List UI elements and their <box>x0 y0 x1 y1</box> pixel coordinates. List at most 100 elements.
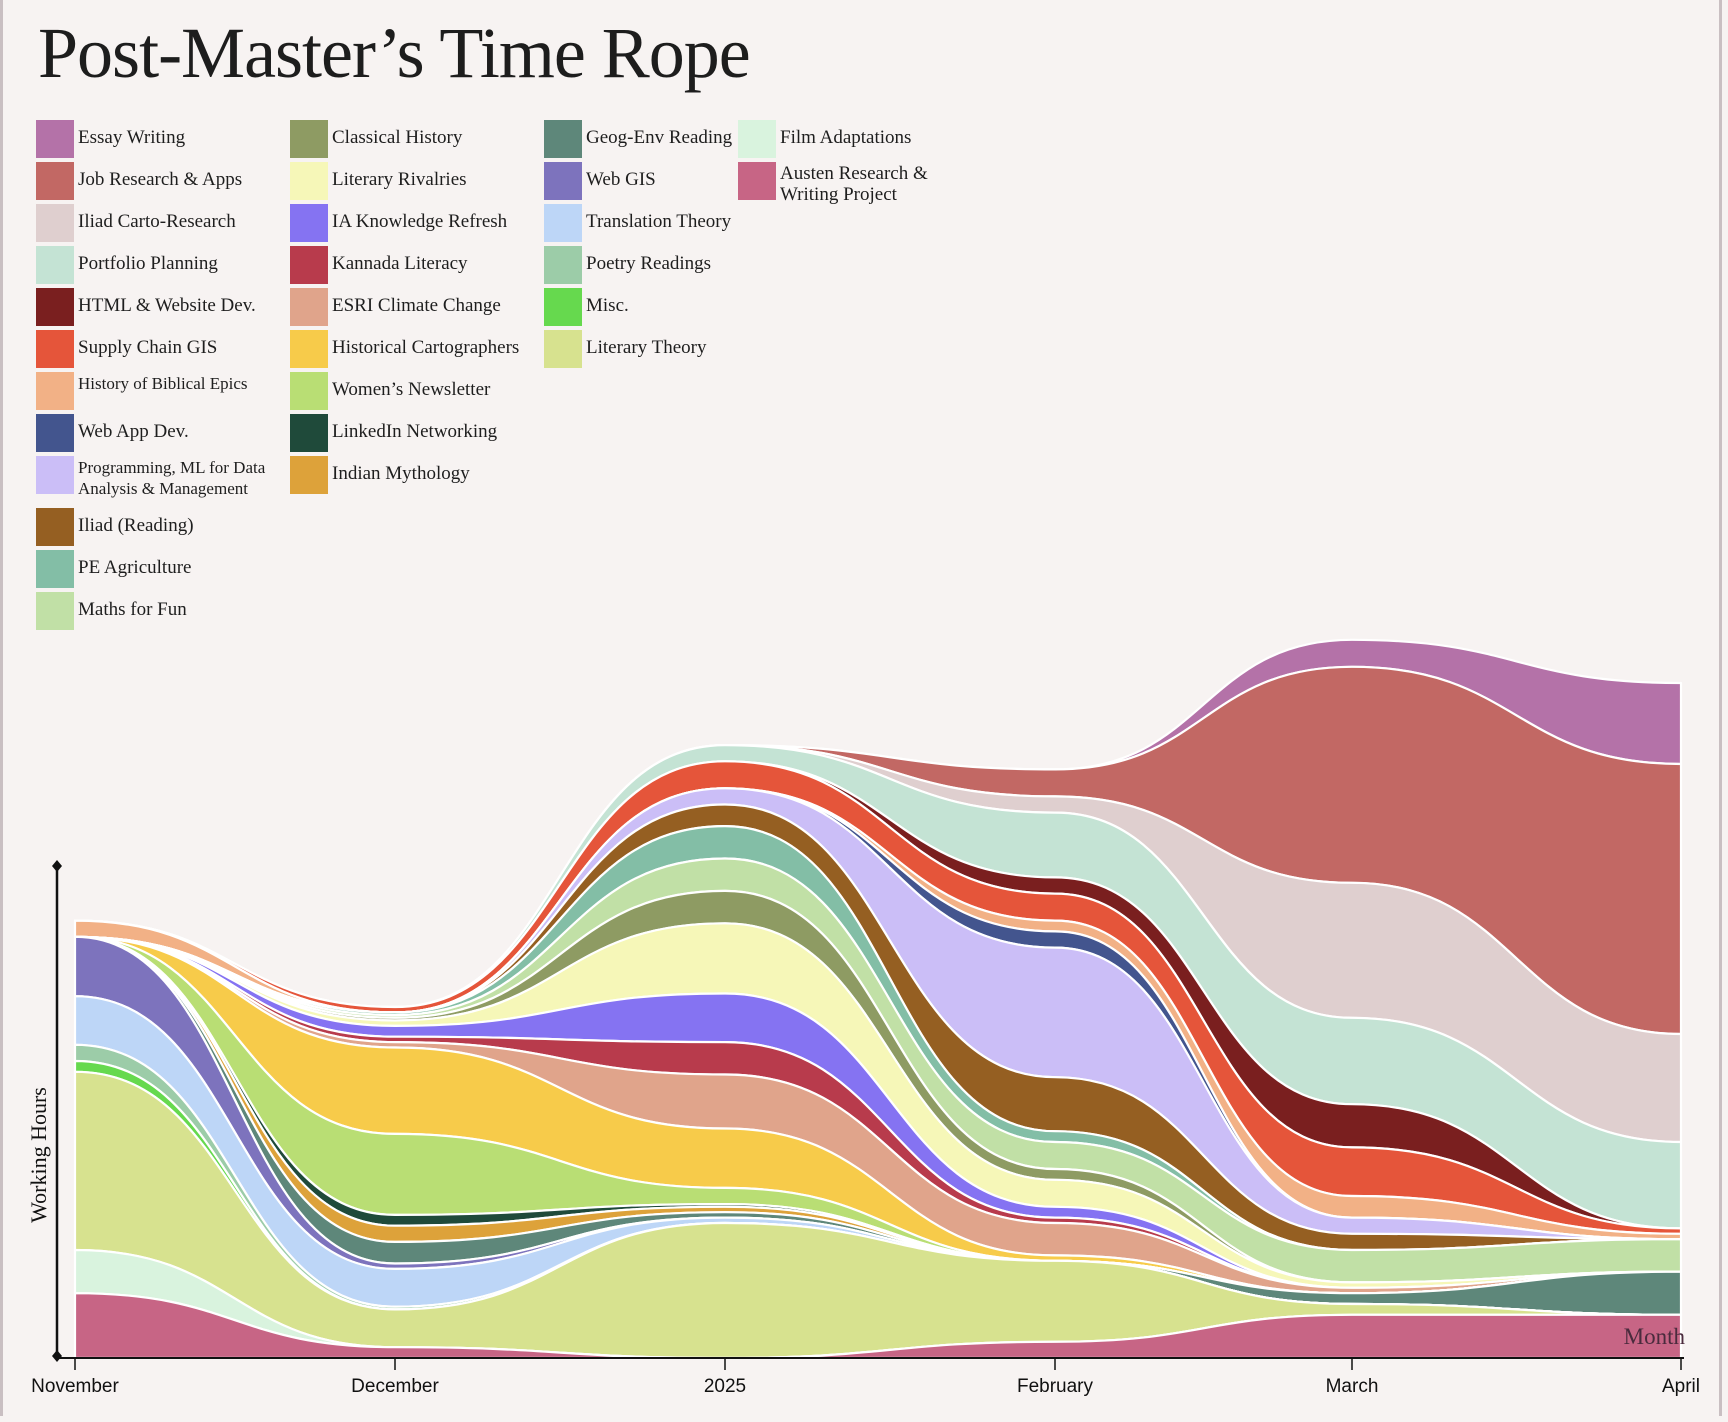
legend-swatch <box>544 162 582 200</box>
legend-label: Historical Cartographers <box>332 337 520 358</box>
x-tick-label: April <box>1662 1376 1700 1397</box>
legend-swatch <box>36 330 74 368</box>
legend-swatch <box>290 456 328 494</box>
legend-item-austen-research-writing-project: Austen Research & Writing Project <box>738 162 930 205</box>
legend-swatch <box>544 246 582 284</box>
legend-item-maths-for-fun: Maths for Fun <box>36 592 187 630</box>
x-tick-label: February <box>1017 1376 1094 1397</box>
legend-label: Web App Dev. <box>78 421 189 442</box>
legend-item-iliad-reading: Iliad (Reading) <box>36 508 194 546</box>
legend-label: IA Knowledge Refresh <box>332 211 508 232</box>
legend-label: Geog-Env Reading <box>586 127 733 148</box>
legend-item-pe-agriculture: PE Agriculture <box>36 550 191 588</box>
legend-label: Film Adaptations <box>780 127 912 148</box>
y-axis-diamond-bottom <box>52 1350 62 1362</box>
legend-item-women-s-newsletter: Women’s Newsletter <box>290 372 490 410</box>
legend-item-esri-climate-change: ESRI Climate Change <box>290 288 501 326</box>
legend-label: LinkedIn Networking <box>332 421 498 442</box>
legend-swatch <box>36 162 74 200</box>
legend-item-literary-theory: Literary Theory <box>544 330 706 368</box>
legend-label: Women’s Newsletter <box>332 379 491 400</box>
legend-swatch <box>290 372 328 410</box>
legend-label: Essay Writing <box>78 127 186 148</box>
legend: Essay Writing Job Research & Apps Iliad Ca… <box>36 120 936 640</box>
x-tick-label: 2025 <box>704 1376 746 1397</box>
legend-item-classical-history: Classical History <box>290 120 462 158</box>
legend-label: Indian Mythology <box>332 463 470 484</box>
legend-swatch <box>738 120 776 158</box>
x-tick-label: March <box>1326 1376 1379 1397</box>
legend-swatch <box>544 120 582 158</box>
legend-label: History of Biblical Epics <box>78 374 248 393</box>
legend-label: Kannada Literacy <box>332 253 468 274</box>
legend-item-supply-chain-gis: Supply Chain GIS <box>36 330 217 368</box>
legend-item-portfolio-planning: Portfolio Planning <box>36 246 218 284</box>
legend-label: Programming, ML for Data Analysis & Mana… <box>78 458 266 498</box>
legend-item-job-research-apps: Job Research & Apps <box>36 162 242 200</box>
legend-label: Poetry Readings <box>586 253 712 274</box>
legend-item-misc: Misc. <box>544 288 629 326</box>
legend-label: PE Agriculture <box>78 557 192 578</box>
chart-title: Post-Master’s Time Rope <box>38 13 751 93</box>
legend-item-iliad-carto-research: Iliad Carto-Research <box>36 204 236 242</box>
legend-label: Iliad Carto-Research <box>78 211 236 232</box>
legend-swatch <box>36 592 74 630</box>
legend-swatch <box>290 288 328 326</box>
legend-swatch <box>290 330 328 368</box>
legend-item-literary-rivalries: Literary Rivalries <box>290 162 467 200</box>
legend-label: Misc. <box>586 295 629 316</box>
legend-item-history-of-biblical-epics: History of Biblical Epics <box>36 372 278 410</box>
legend-label: Literary Theory <box>586 337 707 358</box>
stream-layers <box>73 638 1683 1360</box>
legend-item-essay-writing: Essay Writing <box>36 120 185 158</box>
x-tick-label: November <box>31 1376 119 1397</box>
legend-swatch <box>738 162 776 200</box>
legend-item-programming-ml-for-data-analysis-management: Programming, ML for Data Analysis & Mana… <box>36 456 278 499</box>
legend-swatch <box>290 204 328 242</box>
legend-swatch <box>290 246 328 284</box>
legend-swatch <box>36 288 74 326</box>
legend-item-poetry-readings: Poetry Readings <box>544 246 711 284</box>
legend-swatch <box>36 550 74 588</box>
legend-item-geog-env-reading: Geog-Env Reading <box>544 120 732 158</box>
legend-label: Translation Theory <box>586 211 732 232</box>
legend-item-web-gis: Web GIS <box>544 162 656 200</box>
legend-label: Iliad (Reading) <box>78 515 194 536</box>
legend-swatch <box>290 414 328 452</box>
legend-swatch <box>36 204 74 242</box>
legend-swatch <box>36 246 74 284</box>
legend-swatch <box>36 414 74 452</box>
legend-swatch <box>36 508 74 546</box>
legend-swatch <box>290 120 328 158</box>
legend-swatch <box>36 372 74 410</box>
legend-swatch <box>36 456 74 494</box>
legend-swatch <box>544 288 582 326</box>
legend-label: ESRI Climate Change <box>332 295 501 316</box>
legend-swatch <box>544 330 582 368</box>
legend-item-html-website-dev: HTML & Website Dev. <box>36 288 256 326</box>
legend-item-ia-knowledge-refresh: IA Knowledge Refresh <box>290 204 507 242</box>
y-axis-diamond-top <box>52 860 62 872</box>
legend-label: Portfolio Planning <box>78 253 218 274</box>
legend-item-linkedin-networking: LinkedIn Networking <box>290 414 497 452</box>
axes: November December 2025 February March April Mo… <box>26 860 1700 1397</box>
legend-item-historical-cartographers: Historical Cartographers <box>290 330 519 368</box>
y-axis-label: Working Hours <box>26 1087 51 1223</box>
legend-item-film-adaptations: Film Adaptations <box>738 120 911 158</box>
legend-swatch <box>544 204 582 242</box>
legend-item-indian-mythology: Indian Mythology <box>290 456 470 494</box>
x-tick-label: December <box>351 1376 439 1397</box>
legend-swatch <box>36 120 74 158</box>
legend-label: HTML & Website Dev. <box>78 295 256 316</box>
legend-item-translation-theory: Translation Theory <box>544 204 731 242</box>
legend-label: Job Research & Apps <box>78 169 243 190</box>
legend-label: Maths for Fun <box>78 599 187 620</box>
legend-label: Web GIS <box>586 169 656 190</box>
legend-swatch <box>290 162 328 200</box>
legend-label: Austen Research & Writing Project <box>780 163 928 205</box>
legend-item-web-app-dev: Web App Dev. <box>36 414 189 452</box>
legend-label: Literary Rivalries <box>332 169 467 190</box>
legend-label: Supply Chain GIS <box>78 337 218 358</box>
